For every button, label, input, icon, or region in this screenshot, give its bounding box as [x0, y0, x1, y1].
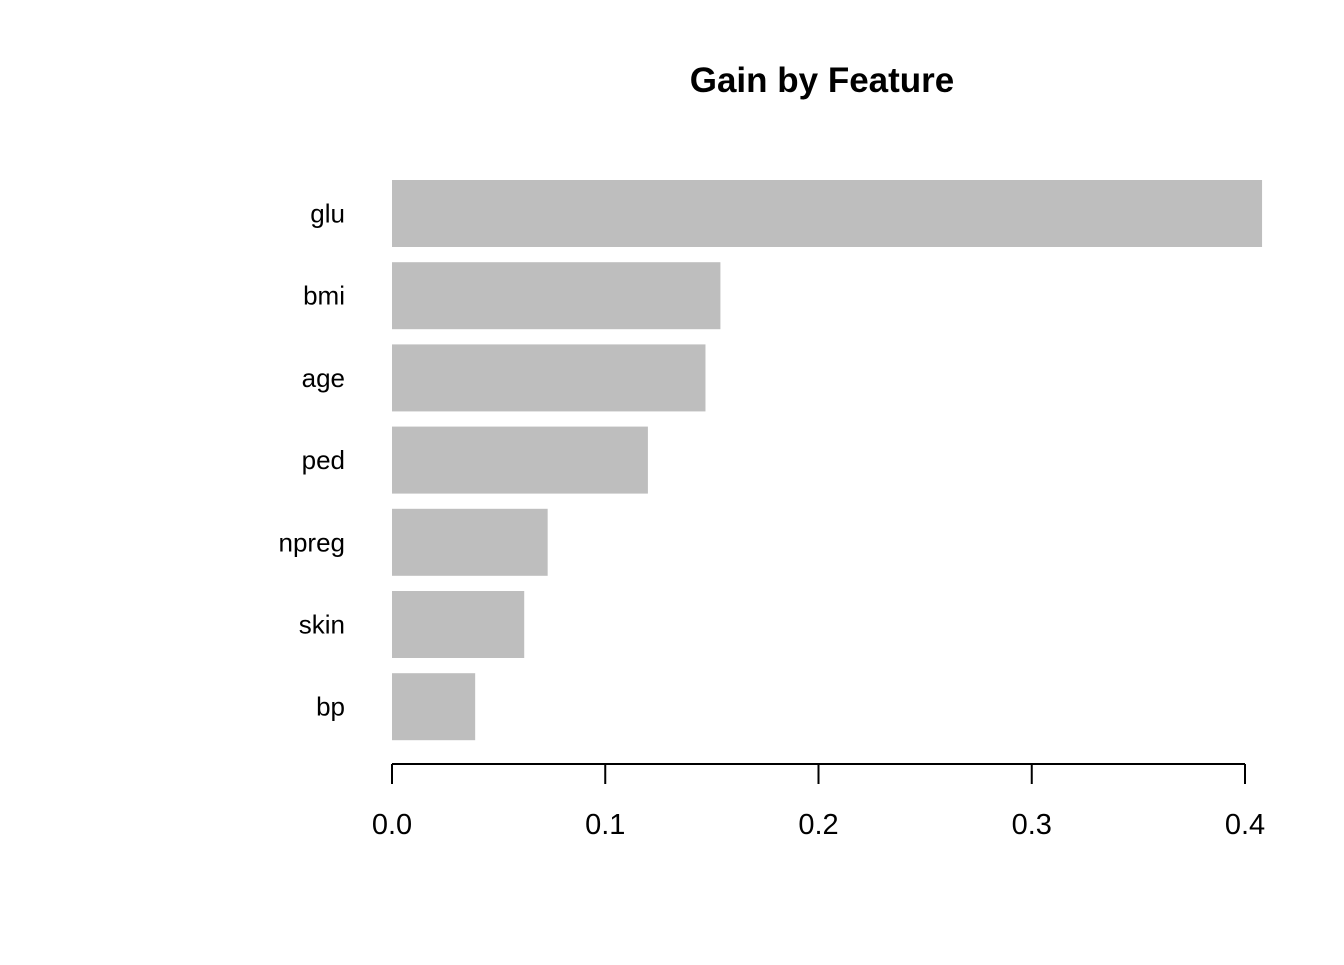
bars-group	[392, 180, 1263, 741]
bar-bmi	[392, 262, 721, 330]
x-tick-label: 0.3	[1012, 809, 1052, 841]
bar-skin	[392, 591, 525, 658]
category-label-bmi: bmi	[303, 281, 345, 311]
x-axis: 0.0 0.1 0.2 0.3 0.4	[372, 763, 1265, 841]
x-tick-label: 0.1	[585, 809, 625, 841]
category-label-age: age	[302, 363, 345, 393]
x-tick-label: 0.4	[1225, 809, 1265, 841]
bar-npreg	[392, 508, 548, 576]
category-label-ped: ped	[302, 445, 345, 475]
category-label-bp: bp	[316, 692, 345, 722]
category-label-npreg: npreg	[279, 527, 346, 557]
category-label-glu: glu	[310, 199, 345, 229]
category-labels: glu bmi age ped npreg skin bp	[279, 199, 346, 722]
x-tick-label: 0.2	[798, 809, 838, 841]
bar-ped	[392, 426, 648, 494]
chart-title: Gain by Feature	[690, 61, 955, 100]
x-tick-label: 0.0	[372, 809, 412, 841]
bar-bp	[392, 673, 476, 741]
category-label-skin: skin	[299, 610, 345, 640]
bar-age	[392, 344, 706, 412]
bar-glu	[392, 180, 1263, 247]
